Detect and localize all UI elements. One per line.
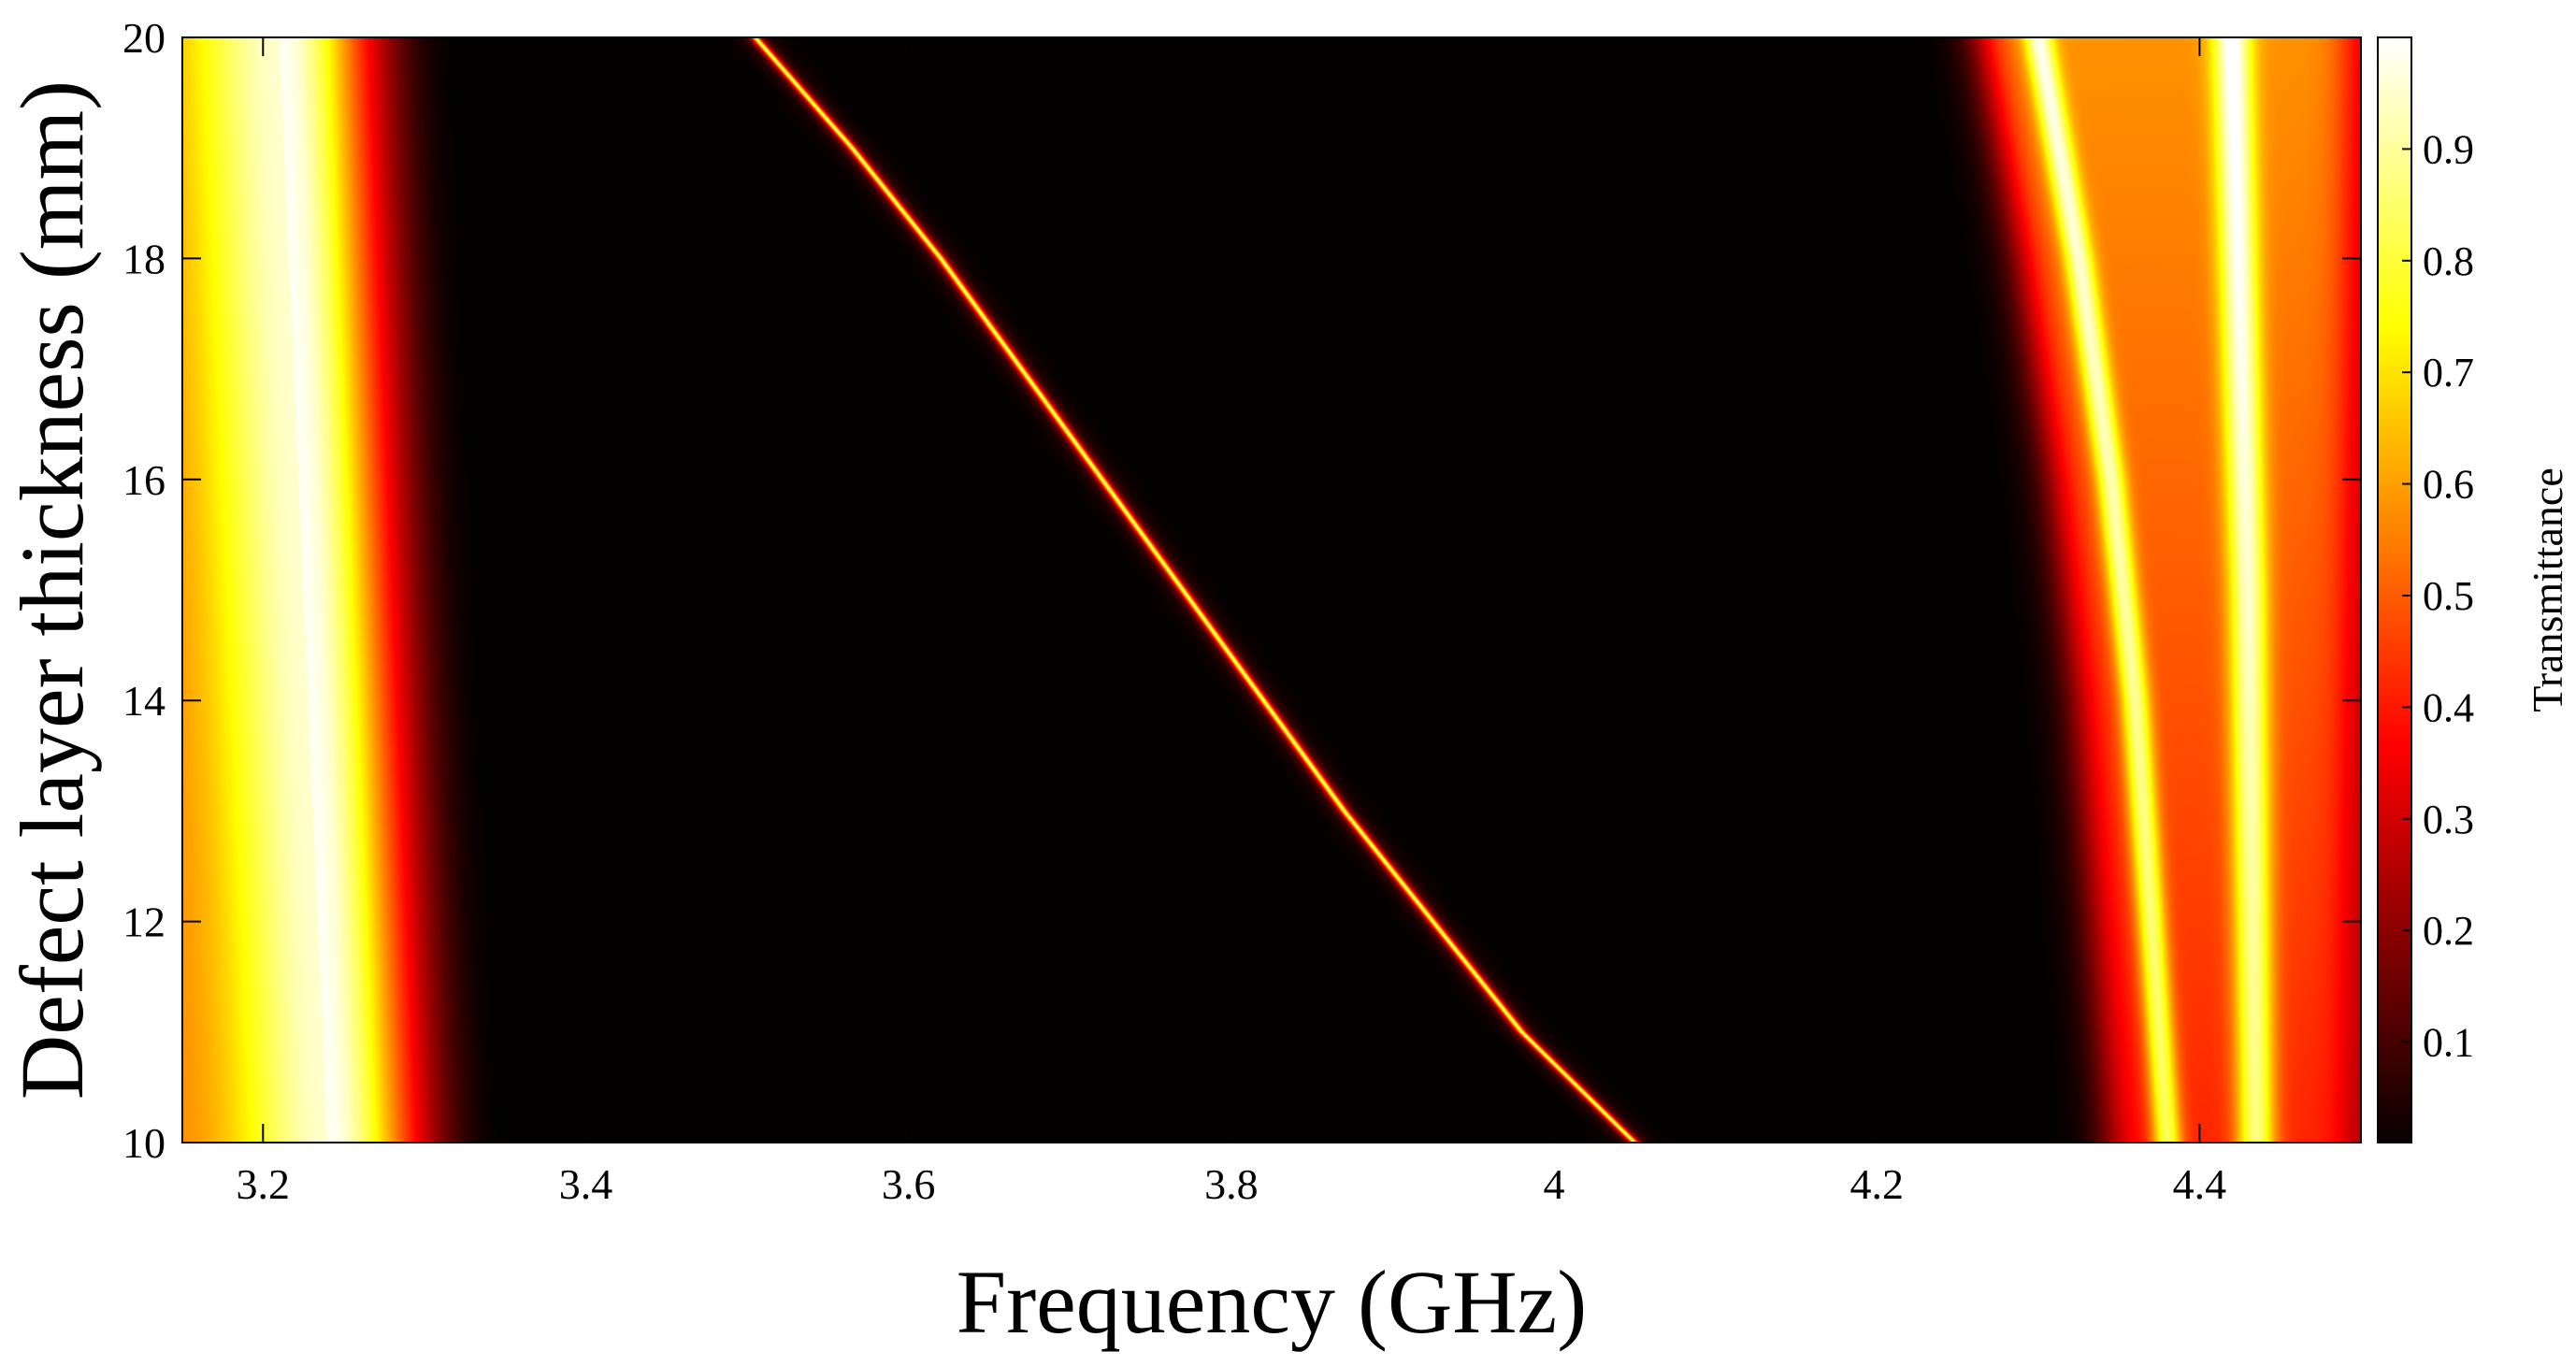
x-tick-label: 4.2 (1849, 1160, 1904, 1208)
colorbar-tick-label: 0.4 (2423, 684, 2474, 730)
x-axis-label: Frequency (GHz) (957, 1252, 1587, 1352)
x-axis-ticks: 3.2 3.4 3.6 3.8 4 4.2 4.4 (237, 37, 2227, 1208)
colorbar-tick-label: 0.7 (2423, 350, 2474, 395)
colorbar-frame (2377, 36, 2412, 1143)
y-tick-label: 12 (122, 899, 165, 946)
colorbar-tick-label: 0.3 (2423, 797, 2474, 842)
colorbar-tick-label: 0.1 (2423, 1020, 2474, 1066)
y-tick-label: 16 (122, 456, 165, 504)
y-tick-label: 14 (122, 677, 165, 725)
heatmap-canvas (182, 37, 2361, 1143)
colorbar-label: Transmittance (2524, 467, 2571, 712)
colorbar: 0.1 0.2 0.3 0.4 0.5 0.6 0.7 0.8 0.9 Transmittanc… (2377, 36, 2571, 1143)
colorbar-tick-label: 0.5 (2423, 573, 2474, 619)
x-tick-label: 3.4 (559, 1160, 613, 1208)
x-tick-label: 3.6 (882, 1160, 936, 1208)
colorbar-tick-label: 0.6 (2423, 462, 2474, 508)
y-tick-label: 20 (122, 14, 165, 62)
y-axis-label: Defect layer thickness (mm) (2, 80, 102, 1100)
colorbar-canvas (2378, 37, 2411, 1143)
x-tick-label: 4 (1544, 1160, 1565, 1208)
colorbar-ticks: 0.1 0.2 0.3 0.4 0.5 0.6 0.7 0.8 0.9 (2402, 126, 2474, 1066)
colorbar-tick-label: 0.2 (2423, 908, 2474, 954)
y-axis-ticks: 10 12 14 16 18 20 (122, 14, 2361, 1167)
x-tick-label: 4.4 (2173, 1160, 2227, 1208)
colorbar-tick-label: 0.8 (2423, 238, 2474, 284)
x-tick-label: 3.2 (237, 1160, 291, 1208)
colorbar-tick-label: 0.9 (2423, 126, 2474, 172)
plot-area (181, 36, 2362, 1143)
plot-frame (181, 36, 2362, 1143)
y-tick-label: 18 (122, 235, 165, 282)
x-tick-label: 3.8 (1204, 1160, 1259, 1208)
y-tick-label: 10 (122, 1119, 165, 1167)
